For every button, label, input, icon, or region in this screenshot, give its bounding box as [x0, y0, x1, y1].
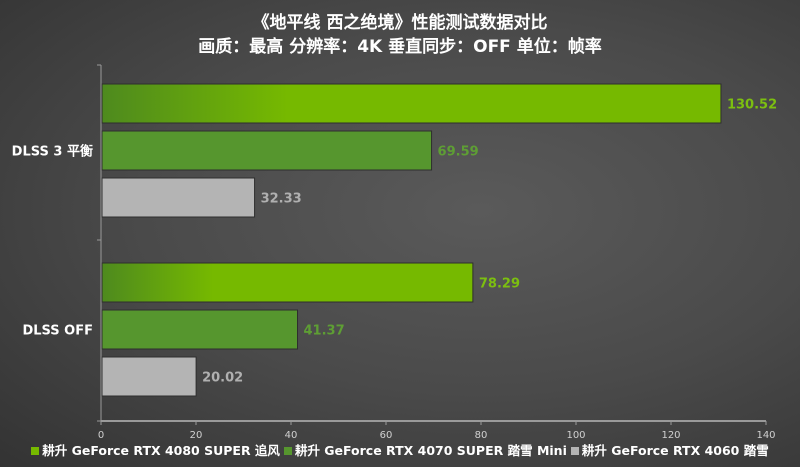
- x-tick-label: 100: [566, 430, 585, 441]
- data-label: 32.33: [261, 192, 302, 207]
- data-label: 130.52: [727, 98, 777, 113]
- legend: 耕升 GeForce RTX 4080 SUPER 追风 耕升 GeForce R…: [0, 440, 800, 459]
- data-label: 69.59: [438, 145, 479, 160]
- chart-title: 《地平线 西之绝境》性能测试数据对比: [252, 13, 548, 33]
- bar: [101, 309, 299, 350]
- legend-item: 耕升 GeForce RTX 4080 SUPER 追风: [31, 440, 280, 459]
- data-label: 41.37: [304, 324, 345, 339]
- legend-label: 耕升 GeForce RTX 4060 踏雪: [581, 443, 769, 458]
- x-tick-label: 80: [475, 430, 488, 441]
- legend-swatch: [31, 447, 40, 455]
- bar: [101, 356, 197, 397]
- data-label: 20.02: [202, 371, 243, 386]
- category-label: DLSS 3 平衡: [12, 144, 93, 160]
- x-tick-label: 120: [661, 430, 680, 441]
- legend-item: 耕升 GeForce RTX 4070 SUPER 踏雪 Mini: [283, 440, 567, 459]
- x-tick-label: 40: [285, 430, 298, 441]
- legend-swatch: [283, 447, 292, 455]
- x-tick-label: 20: [190, 430, 203, 441]
- legend-label: 耕升 GeForce RTX 4080 SUPER 追风: [42, 443, 280, 458]
- category-label: DLSS OFF: [22, 324, 93, 339]
- x-tick-label: 0: [98, 430, 104, 441]
- bar: [101, 262, 474, 303]
- legend-label: 耕升 GeForce RTX 4070 SUPER 踏雪 Mini: [294, 443, 567, 458]
- legend-swatch: [570, 447, 579, 455]
- x-tick-label: 60: [380, 430, 393, 441]
- bar: [101, 177, 256, 218]
- legend-item: 耕升 GeForce RTX 4060 踏雪: [570, 440, 769, 459]
- data-label: 78.29: [479, 277, 520, 292]
- bar: [101, 130, 433, 171]
- bar: [101, 83, 722, 124]
- chart-subtitle: 画质：最高 分辨率：4K 垂直同步：OFF 单位：帧率: [198, 37, 602, 57]
- x-tick-label: 140: [756, 430, 775, 441]
